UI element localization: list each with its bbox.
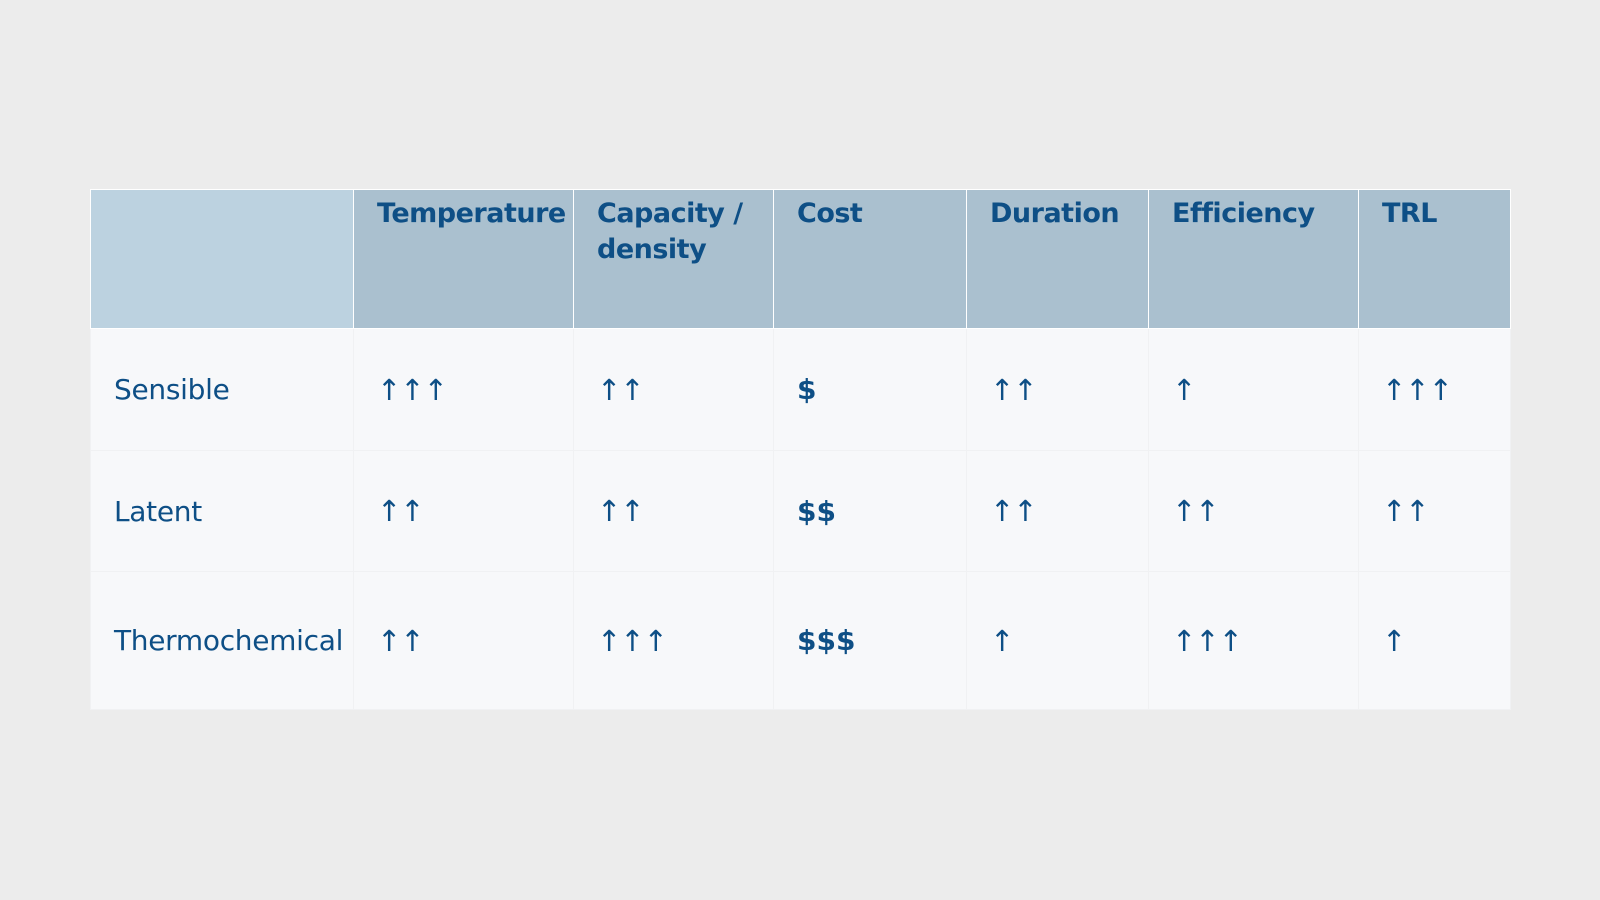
cell-duration: ↑↑: [966, 450, 1149, 572]
cell-capacity: ↑↑↑: [573, 571, 774, 710]
cell-efficiency: ↑: [1148, 328, 1359, 451]
cell-efficiency: ↑↑↑: [1148, 571, 1359, 710]
cell-cost: $: [773, 328, 967, 451]
cell-duration: ↑↑: [966, 328, 1149, 451]
cell-efficiency: ↑↑: [1148, 450, 1359, 572]
header-efficiency: Efficiency: [1148, 189, 1359, 329]
table-row: Thermochemical ↑↑ ↑↑↑ $$$ ↑ ↑↑↑ ↑: [90, 571, 1511, 710]
cell-trl: ↑↑↑: [1358, 328, 1511, 451]
header-duration: Duration: [966, 189, 1149, 329]
cell-cost: $$: [773, 450, 967, 572]
table-row: Sensible ↑↑↑ ↑↑ $ ↑↑ ↑ ↑↑↑: [90, 328, 1511, 451]
cell-duration: ↑: [966, 571, 1149, 710]
cell-cost: $$$: [773, 571, 967, 710]
header-trl: TRL: [1358, 189, 1511, 329]
cell-capacity: ↑↑: [573, 328, 774, 451]
row-label-thermochemical: Thermochemical: [90, 571, 354, 710]
header-capacity-density: Capacity / density: [573, 189, 774, 329]
comparison-table: Temperature Capacity / density Cost Dura…: [90, 189, 1511, 710]
cell-trl: ↑: [1358, 571, 1511, 710]
row-label-latent: Latent: [90, 450, 354, 572]
cell-temperature: ↑↑↑: [353, 328, 574, 451]
cell-temperature: ↑↑: [353, 450, 574, 572]
cell-temperature: ↑↑: [353, 571, 574, 710]
header-temperature: Temperature: [353, 189, 574, 329]
header-corner-cell: [90, 189, 354, 329]
header-row: Temperature Capacity / density Cost Dura…: [90, 189, 1511, 329]
header-cost: Cost: [773, 189, 967, 329]
row-label-sensible: Sensible: [90, 328, 354, 451]
cell-capacity: ↑↑: [573, 450, 774, 572]
table-row: Latent ↑↑ ↑↑ $$ ↑↑ ↑↑ ↑↑: [90, 450, 1511, 572]
cell-trl: ↑↑: [1358, 450, 1511, 572]
